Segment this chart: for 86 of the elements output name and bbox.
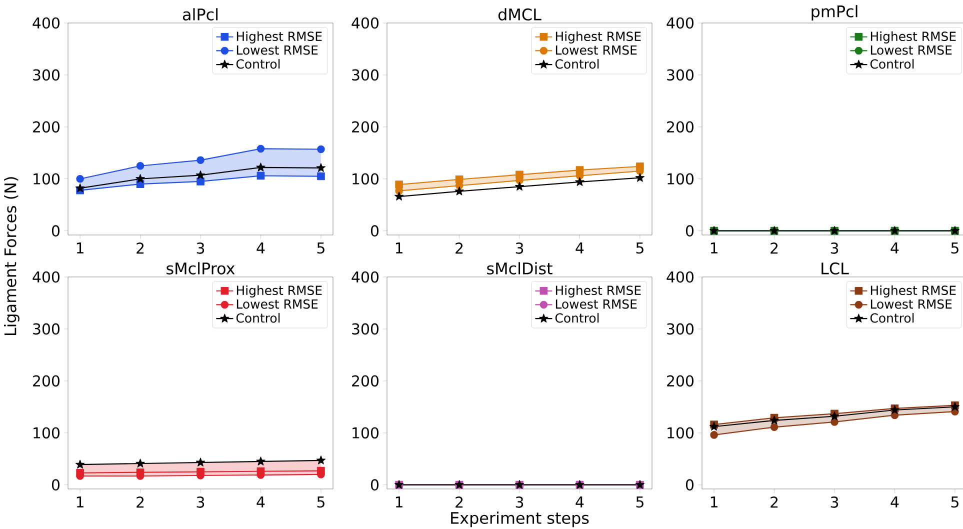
x-tick-label: 1 (710, 496, 718, 508)
x-tick-label: 2 (456, 242, 463, 254)
legend-label: Lowest RMSE (556, 299, 637, 309)
y-tick-label: 0 (52, 479, 60, 490)
x-tick-label: 3 (196, 242, 204, 254)
y-tick-label: 0 (686, 479, 694, 490)
x-tick-label: 5 (317, 496, 324, 508)
y-tick-label: 300 (352, 323, 378, 335)
y-tick-label: 300 (667, 69, 694, 81)
x-tick-label: 5 (317, 242, 324, 254)
y-tick-label: 400 (32, 17, 60, 29)
chart-title: pmPcl (812, 5, 858, 20)
legend-label: Control (555, 313, 599, 323)
x-tick-label: 4 (256, 242, 265, 254)
x-tick-label: 4 (576, 496, 584, 508)
y-tick-label: 0 (52, 225, 60, 236)
y-tick-label: 0 (686, 225, 694, 236)
x-tick-label: 3 (830, 496, 838, 508)
y-tick-label: 400 (666, 17, 694, 29)
y-tick-label: 200 (33, 121, 60, 133)
y-tick-label: 400 (32, 271, 60, 283)
x-tick-label: 1 (396, 242, 402, 254)
y-tick-label: 0 (370, 479, 378, 490)
x-axis-title: Experiment steps (451, 512, 589, 528)
legend-label: Lowest RMSE (870, 299, 952, 309)
y-tick-label: 400 (352, 271, 378, 283)
legend-label: Control (870, 313, 914, 323)
x-tick-label: 2 (136, 242, 144, 254)
y-tick-label: 400 (352, 17, 378, 29)
x-tick-label: 5 (951, 496, 958, 508)
y-tick-label: 0 (370, 225, 378, 236)
y-tick-label: 200 (352, 121, 378, 133)
legend-label: Highest RMSE (236, 285, 322, 298)
y-tick-label: 200 (352, 375, 378, 387)
y-tick-label: 300 (33, 323, 60, 335)
legend-label: Control (870, 59, 914, 69)
chart-title: LCL (822, 262, 849, 274)
x-tick-label: 4 (890, 496, 899, 508)
legend-label: Lowest RMSE (236, 299, 318, 309)
x-tick-label: 3 (516, 242, 524, 254)
x-tick-label: 1 (710, 242, 718, 254)
x-tick-label: 4 (256, 496, 265, 508)
y-tick-label: 400 (666, 271, 694, 283)
y-tick-label: 100 (34, 427, 60, 439)
x-tick-label: 2 (770, 242, 778, 254)
legend-label: Highest RMSE (556, 285, 641, 298)
y-tick-label: 100 (668, 427, 694, 439)
chart-title: alPcl (182, 8, 218, 20)
x-tick-label: 5 (951, 242, 958, 254)
y-tick-label: 300 (33, 69, 60, 81)
x-tick-label: 1 (76, 496, 84, 508)
y-tick-label: 300 (352, 69, 378, 81)
x-tick-label: 2 (770, 496, 778, 508)
x-tick-label: 5 (636, 242, 644, 254)
chart-title: sMclDist (487, 262, 552, 274)
legend-label: Control (555, 59, 599, 69)
x-tick-label: 3 (196, 496, 204, 508)
legend-label: Highest RMSE (870, 285, 956, 298)
y-axis-title: Ligament Forces (N) (4, 177, 20, 336)
x-tick-label: 3 (516, 496, 524, 508)
x-tick-label: 5 (636, 496, 644, 508)
legend-label: Control (236, 59, 280, 69)
chart-title: dMCL (498, 8, 542, 20)
y-tick-label: 300 (667, 323, 694, 335)
x-tick-label: 2 (136, 496, 144, 508)
legend-label: Highest RMSE (236, 31, 322, 44)
x-tick-label: 1 (76, 242, 84, 254)
legend-label: Highest RMSE (556, 31, 641, 44)
y-tick-label: 100 (352, 427, 378, 439)
x-tick-label: 3 (830, 242, 838, 254)
y-tick-label: 100 (668, 173, 694, 185)
chart-title: sMclProx (166, 262, 235, 274)
x-tick-label: 2 (456, 496, 463, 508)
y-tick-label: 100 (34, 173, 60, 185)
y-tick-label: 200 (667, 375, 694, 387)
legend-label: Lowest RMSE (236, 45, 318, 55)
legend-label: Control (236, 313, 280, 323)
x-tick-label: 4 (890, 242, 899, 254)
y-tick-label: 200 (667, 121, 694, 133)
legend-label: Highest RMSE (870, 31, 956, 44)
legend-label: Lowest RMSE (556, 45, 637, 55)
x-tick-label: 4 (576, 242, 584, 254)
y-tick-label: 200 (33, 375, 60, 387)
x-tick-label: 1 (396, 496, 402, 508)
legend-label: Lowest RMSE (870, 45, 952, 55)
y-tick-label: 100 (352, 173, 378, 185)
